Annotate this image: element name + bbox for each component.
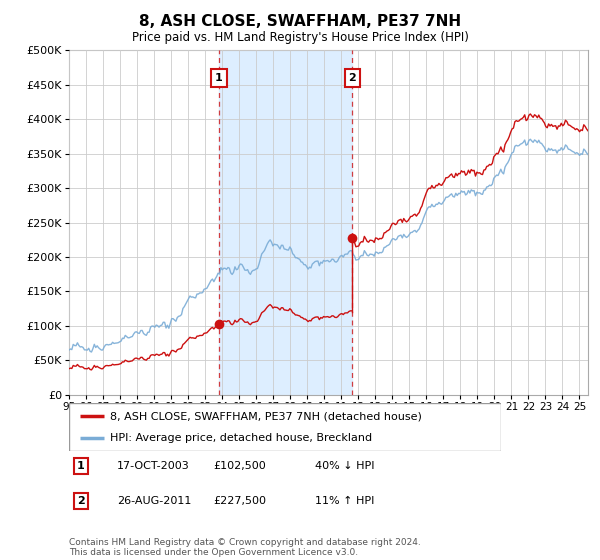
Text: 11% ↑ HPI: 11% ↑ HPI — [315, 496, 374, 506]
FancyBboxPatch shape — [69, 403, 501, 451]
Text: 8, ASH CLOSE, SWAFFHAM, PE37 7NH (detached house): 8, ASH CLOSE, SWAFFHAM, PE37 7NH (detach… — [110, 411, 422, 421]
Text: HPI: Average price, detached house, Breckland: HPI: Average price, detached house, Brec… — [110, 433, 372, 443]
Text: 40% ↓ HPI: 40% ↓ HPI — [315, 461, 374, 471]
Text: £227,500: £227,500 — [213, 496, 266, 506]
Text: 2: 2 — [77, 496, 85, 506]
Text: Price paid vs. HM Land Registry's House Price Index (HPI): Price paid vs. HM Land Registry's House … — [131, 31, 469, 44]
Text: Contains HM Land Registry data © Crown copyright and database right 2024.
This d: Contains HM Land Registry data © Crown c… — [69, 538, 421, 557]
Text: £102,500: £102,500 — [213, 461, 266, 471]
Text: 1: 1 — [77, 461, 85, 471]
Text: 2: 2 — [349, 73, 356, 83]
Text: 1: 1 — [215, 73, 223, 83]
Text: 8, ASH CLOSE, SWAFFHAM, PE37 7NH: 8, ASH CLOSE, SWAFFHAM, PE37 7NH — [139, 14, 461, 29]
Text: 26-AUG-2011: 26-AUG-2011 — [117, 496, 191, 506]
Text: 17-OCT-2003: 17-OCT-2003 — [117, 461, 190, 471]
Bar — [219, 50, 352, 395]
